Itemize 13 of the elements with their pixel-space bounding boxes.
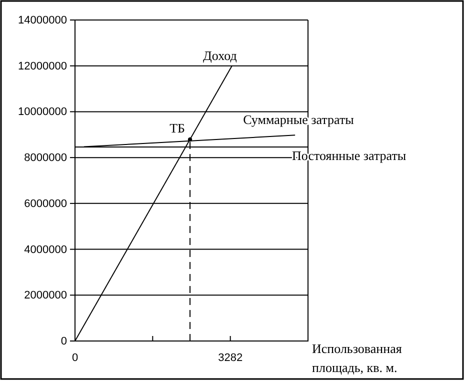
y-tick-label: 2000000 xyxy=(24,290,67,302)
y-tick-label: 4000000 xyxy=(24,244,67,256)
y-tick-label: 8000000 xyxy=(24,152,67,164)
series-label: Суммарные затраты xyxy=(243,112,354,128)
x-tick-label: 3282 xyxy=(218,352,243,364)
y-tick-label: 6000000 xyxy=(24,198,67,210)
y-tick-label: 12000000 xyxy=(18,60,67,72)
y-tick-label: 14000000 xyxy=(18,14,67,27)
series-label: Доход xyxy=(203,48,238,63)
y-tick-label: 0 xyxy=(60,336,67,348)
annotation: ТБ xyxy=(170,120,186,136)
x-axis-title: Использованная площадь, кв. м. xyxy=(312,341,402,375)
y-tick-label: 10000000 xyxy=(18,106,67,118)
